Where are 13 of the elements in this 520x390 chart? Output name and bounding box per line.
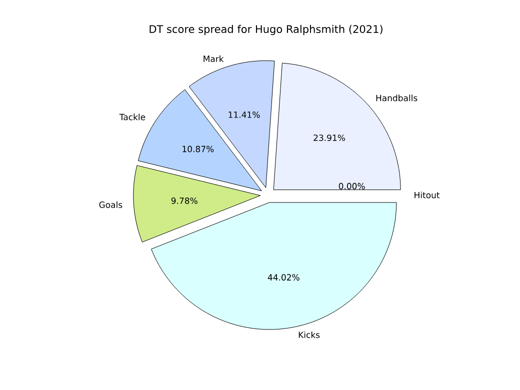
slice-label: Kicks — [298, 331, 320, 338]
data-label: 9.78% — [171, 197, 198, 204]
data-label: 11.41% — [228, 111, 260, 118]
category-label: Hitout — [414, 192, 440, 198]
data-label: 10.87% — [182, 146, 214, 152]
chart-title: DT score spread for Hugo Ralphsmith (2021) — [150, 24, 382, 36]
slice-label: Handballs — [376, 94, 418, 102]
data-label: 44.02% — [268, 274, 300, 281]
slice-label: Tackle — [119, 114, 146, 120]
data-label: 23.91% — [314, 134, 345, 142]
slice-label: Mark — [204, 55, 224, 62]
text: 0.00% — [338, 182, 365, 190]
slice-label: Goals — [99, 201, 122, 208]
